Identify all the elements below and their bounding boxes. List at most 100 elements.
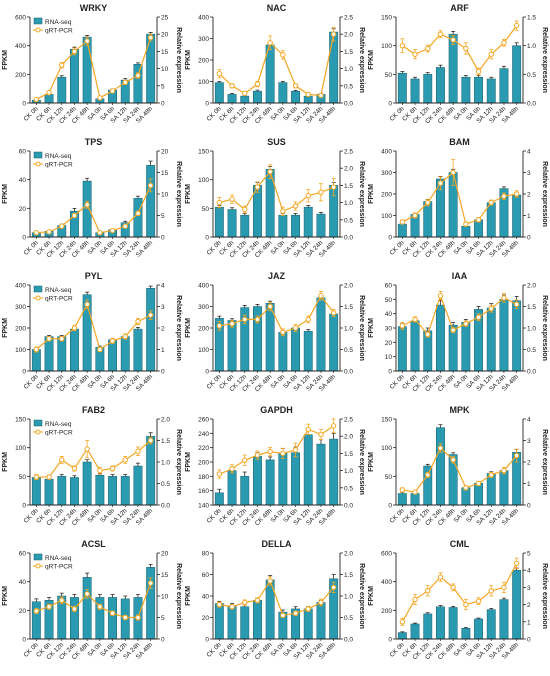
qpcr-line	[402, 447, 518, 493]
left-tick-label: 200	[15, 72, 26, 79]
chart-title: CML	[450, 539, 470, 549]
right-tick-label: 0.5	[344, 347, 353, 354]
fpkm-bar	[303, 608, 313, 640]
left-tick-label: 150	[15, 417, 26, 424]
qpcr-point	[399, 619, 406, 625]
qpcr-point	[475, 68, 482, 75]
fpkm-bar	[397, 72, 407, 104]
left-tick-label: 100	[15, 445, 26, 452]
fpkm-bar	[423, 201, 433, 238]
left-tick-label: 40	[19, 177, 27, 184]
qpcr-line	[35, 302, 151, 351]
right-axis-title: Relative expression	[541, 295, 548, 361]
left-tick-label: 140	[198, 503, 209, 510]
left-tick-label: 0	[388, 235, 392, 242]
fpkm-bar	[31, 477, 41, 506]
fpkm-bar	[240, 606, 250, 640]
left-tick-label: 100	[381, 43, 392, 50]
qpcr-point	[399, 487, 406, 493]
qpcr-point	[280, 208, 286, 214]
left-axis-title: FPKM	[2, 184, 9, 204]
qpcr-point	[267, 40, 273, 46]
fpkm-bar	[512, 569, 522, 640]
fpkm-bar	[240, 476, 250, 506]
qpcr-point	[109, 610, 116, 616]
qpcr-point	[59, 597, 65, 604]
left-tick-label: 150	[198, 149, 209, 156]
chart-panel-iaa: IAA 0 10 20 30 40 50 60 0.0 0.5 1.0 1.5 2.0 FPKM Relat…	[368, 271, 548, 393]
fpkm-bar	[410, 493, 420, 506]
qpcr-point	[242, 90, 248, 97]
qpcr-point	[425, 331, 431, 338]
right-tick-label: 2.0	[344, 434, 353, 441]
right-tick-label: 1.0	[344, 468, 353, 475]
fpkm-bar	[240, 95, 250, 104]
right-tick-label: 4	[527, 568, 531, 575]
qpcr-point	[254, 452, 261, 458]
qpcr-point	[147, 437, 154, 444]
right-tick-label: 20	[161, 32, 169, 39]
left-tick-label: 0	[388, 101, 392, 108]
left-tick-label: 100	[15, 347, 26, 354]
fpkm-bar	[70, 49, 79, 104]
left-axis-title: FPKM	[2, 586, 9, 606]
chart-panel-cml: CML 0 200 400 600 0 1 2 3 4 5 FPKM Relative expressi…	[368, 539, 548, 661]
right-tick-label: 1.5	[527, 304, 536, 311]
legend-rna-label: RNA-seq	[45, 421, 72, 428]
right-tick-label: 25	[161, 15, 169, 22]
qpcr-point	[463, 321, 469, 327]
right-axis-title: Relative expression	[541, 27, 548, 93]
fpkm-bar	[70, 328, 79, 372]
qpcr-point	[46, 229, 52, 235]
right-tick-label: 0.0	[344, 101, 353, 108]
fpkm-bar	[474, 482, 483, 506]
qpcr-point	[122, 333, 128, 340]
chart-panel-pyl: PYL 0 100 200 300 400 0 1 2 3 4 FPKM Relative expres…	[2, 271, 182, 393]
fpkm-bar	[316, 297, 326, 372]
chart-panel-bam: BAM 0 100 200 300 400 0 1 2 3 4 FPKM Relative expres…	[368, 137, 548, 259]
chart-title: ARF	[450, 3, 469, 13]
left-tick-label: 50	[202, 206, 210, 213]
fpkm-bar	[278, 332, 288, 372]
fpkm-bar	[397, 493, 407, 506]
left-tick-label: 20	[385, 340, 393, 347]
left-tick-label: 0	[205, 369, 209, 376]
qpcr-point	[280, 329, 286, 336]
fpkm-bar	[57, 76, 67, 104]
right-tick-label: 1.0	[527, 326, 536, 333]
qpcr-point	[475, 598, 482, 604]
fpkm-bar	[303, 206, 313, 238]
qpcr-point	[399, 219, 406, 225]
qpcr-point	[147, 580, 154, 586]
right-tick-label: 2.0	[527, 283, 536, 290]
qpcr-point	[59, 336, 65, 342]
fpkm-bar	[410, 623, 420, 640]
qpcr-point	[229, 321, 235, 327]
fpkm-bar	[108, 597, 117, 640]
chart-title: FAB2	[82, 405, 105, 415]
left-tick-label: 20	[202, 615, 210, 622]
qpcr-point	[412, 489, 418, 495]
right-tick-label: 0	[527, 235, 531, 242]
fpkm-bar	[423, 465, 433, 506]
fpkm-bar	[486, 78, 496, 104]
right-tick-label: 1	[527, 481, 531, 488]
right-tick-label: 3	[527, 438, 531, 445]
left-tick-label: 0	[205, 101, 209, 108]
fpkm-bar	[120, 476, 130, 506]
legend-point-swatch	[35, 429, 41, 435]
right-tick-label: 2	[527, 192, 531, 199]
qpcr-line	[218, 34, 335, 97]
fpkm-bar	[82, 461, 92, 506]
right-tick-label: 1.0	[344, 326, 353, 333]
chart-title: PYL	[85, 271, 103, 281]
right-tick-label: 1.5	[344, 451, 353, 458]
fpkm-bar	[44, 478, 54, 506]
qpcr-point	[109, 88, 116, 94]
fpkm-bar	[278, 82, 288, 104]
qpcr-point	[501, 193, 507, 199]
left-tick-label: 400	[381, 149, 392, 156]
left-tick-label: 300	[15, 304, 26, 311]
fpkm-bar	[31, 349, 41, 372]
qpcr-point	[135, 210, 141, 217]
